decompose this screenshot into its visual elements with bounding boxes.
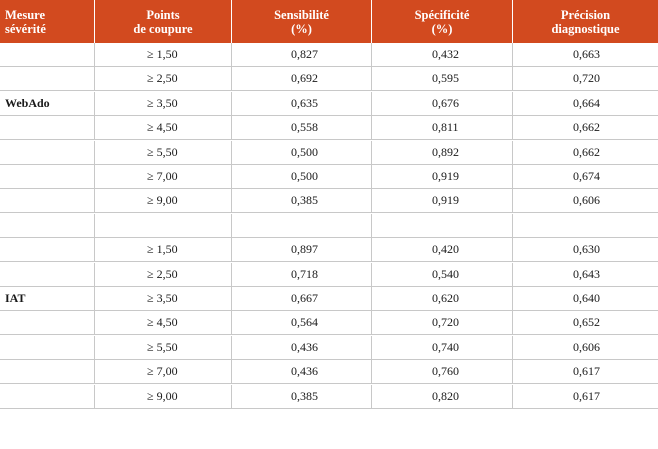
cell-measure: [0, 140, 95, 164]
cell-sensitivity: 0,667: [232, 287, 372, 310]
cell-cutoff: ≥ 5,50: [95, 335, 232, 359]
table-row: ≥ 2,50 0,718 0,540 0,643: [0, 262, 658, 287]
cell-precision: 0,652: [573, 315, 600, 330]
cell-measure: [0, 189, 95, 213]
cell-precision: [513, 214, 658, 237]
table-row: ≥ 1,50 0,897 0,420 0,630: [0, 238, 658, 263]
cell-cutoff: ≥ 4,50: [95, 116, 232, 140]
cell-precision: 0,662: [573, 144, 600, 159]
cell-precision: 0,663: [573, 47, 600, 61]
cell-measure: [0, 165, 95, 188]
cell-sensitivity: 0,436: [232, 335, 372, 359]
cell-cutoff: ≥ 2,50: [95, 262, 232, 286]
cell-specificity: 0,811: [372, 116, 513, 140]
cell-specificity: 0,720: [372, 311, 513, 335]
cell-measure: [0, 43, 95, 66]
cell-cutoff: ≥ 3,50: [95, 91, 232, 115]
table-row: ≥ 5,50 0,436 0,740 0,606: [0, 335, 658, 360]
table-row: ≥ 1,50 0,827 0,432 0,663: [0, 43, 658, 67]
cell-sensitivity: 0,500: [232, 140, 372, 164]
cell-specificity: 0,676: [372, 91, 513, 115]
cell-measure: [0, 262, 95, 286]
cell-precision: 0,606: [573, 339, 600, 354]
table-row: ≥ 7,00 0,500 0,919 0,674: [0, 165, 658, 189]
cell-sensitivity: 0,436: [232, 360, 372, 384]
cell-precision: 0,720: [573, 71, 600, 86]
cell-cutoff: ≥ 4,50: [95, 311, 232, 335]
table-row: [0, 213, 658, 238]
cell-cutoff: ≥ 9,00: [95, 189, 232, 213]
table-row: ≥ 9,00 0,385 0,820 0,617: [0, 384, 658, 409]
cell-specificity: 0,540: [372, 262, 513, 286]
cell-specificity: 0,919: [372, 189, 513, 213]
cell-precision: 0,617: [573, 388, 600, 403]
cell-specificity: 0,892: [372, 140, 513, 164]
cell-specificity: 0,740: [372, 335, 513, 359]
cell-sensitivity: 0,692: [232, 67, 372, 91]
cell-precision: 0,674: [573, 169, 600, 183]
header-mesure-severite: Mesure sévérité: [0, 0, 95, 43]
cell-precision: 0,643: [573, 266, 600, 281]
cell-cutoff: ≥ 7,00: [95, 360, 232, 384]
cell-sensitivity: 0,635: [232, 91, 372, 115]
cell-specificity: [372, 213, 513, 237]
header-precision-diagnostique: Précision diagnostique: [551, 7, 620, 36]
table-header: Mesure sévérité Points de coupure Sensib…: [0, 0, 658, 43]
table-row: ≥ 7,00 0,436 0,760 0,617: [0, 360, 658, 385]
table-row: ≥ 4,50 0,558 0,811 0,662: [0, 116, 658, 141]
cell-precision: 0,630: [573, 242, 600, 257]
cell-precision: 0,640: [573, 291, 600, 305]
cell-sensitivity: 0,718: [232, 262, 372, 286]
cell-measure: [0, 360, 95, 384]
cell-measure: [0, 335, 95, 359]
table-row: WebAdo ≥ 3,50 0,635 0,676 0,664: [0, 91, 658, 116]
table-row: ≥ 9,00 0,385 0,919 0,606: [0, 189, 658, 214]
cell-sensitivity: 0,827: [232, 43, 372, 66]
cell-precision: 0,606: [573, 193, 600, 208]
cell-sensitivity: 0,385: [232, 189, 372, 213]
cell-specificity: 0,420: [372, 238, 513, 262]
cell-precision: 0,662: [573, 120, 600, 135]
cell-cutoff: ≥ 2,50: [95, 67, 232, 91]
header-specificite: Spécificité (%): [372, 0, 513, 43]
cell-precision: 0,664: [573, 95, 600, 110]
cell-specificity: 0,595: [372, 67, 513, 91]
cell-specificity: 0,919: [372, 165, 513, 188]
cell-cutoff: ≥ 1,50: [95, 238, 232, 262]
cell-cutoff: ≥ 1,50: [95, 43, 232, 66]
cell-measure: WebAdo: [0, 91, 95, 115]
cell-measure: [0, 311, 95, 335]
cell-measure: [0, 116, 95, 140]
cell-measure: [0, 213, 95, 237]
table-row: IAT ≥ 3,50 0,667 0,620 0,640: [0, 287, 658, 311]
cell-sensitivity: 0,897: [232, 238, 372, 262]
cell-measure: IAT: [0, 287, 95, 310]
cell-cutoff: ≥ 3,50: [95, 287, 232, 310]
table-row: ≥ 4,50 0,564 0,720 0,652: [0, 311, 658, 336]
table-row: ≥ 2,50 0,692 0,595 0,720: [0, 67, 658, 92]
cell-measure: [0, 67, 95, 91]
cell-sensitivity: 0,385: [232, 384, 372, 408]
cell-specificity: 0,760: [372, 360, 513, 384]
header-sensibilite: Sensibilité (%): [232, 0, 372, 43]
cell-sensitivity: 0,558: [232, 116, 372, 140]
cell-cutoff: ≥ 5,50: [95, 140, 232, 164]
cell-sensitivity: 0,500: [232, 165, 372, 188]
cell-cutoff: [95, 213, 232, 237]
cell-cutoff: ≥ 7,00: [95, 165, 232, 188]
cell-specificity: 0,820: [372, 384, 513, 408]
cell-specificity: 0,620: [372, 287, 513, 310]
table-row: ≥ 5,50 0,500 0,892 0,662: [0, 140, 658, 165]
header-points-de-coupure: Points de coupure: [95, 0, 232, 43]
cell-measure: [0, 238, 95, 262]
cell-precision: 0,617: [573, 364, 600, 379]
cell-cutoff: ≥ 9,00: [95, 384, 232, 408]
cell-sensitivity: [232, 213, 372, 237]
cell-specificity: 0,432: [372, 43, 513, 66]
cell-measure: [0, 384, 95, 408]
cell-sensitivity: 0,564: [232, 311, 372, 335]
